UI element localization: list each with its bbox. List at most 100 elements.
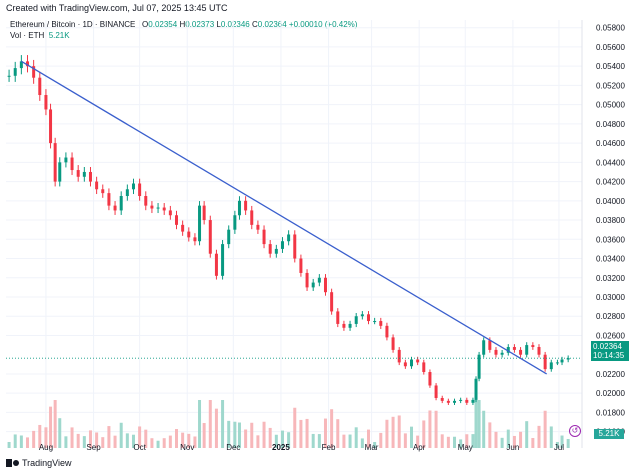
- symbol-name: Ethereum / Bitcoin · 1D · BINANCE: [10, 20, 136, 29]
- candle-body: [187, 231, 191, 238]
- candle-body: [385, 325, 389, 338]
- volume-bar: [482, 410, 486, 448]
- y-tick-label: 0.04000: [596, 197, 625, 206]
- volume-bar: [459, 439, 463, 448]
- volume-bar: [156, 440, 160, 448]
- volume-legend: Vol · ETH 5.21K: [10, 31, 70, 40]
- volume-bar: [208, 400, 212, 448]
- volume-bar: [440, 434, 444, 448]
- volume-bar: [566, 439, 570, 448]
- symbol-legend: Ethereum / Bitcoin · 1D · BINANCE O0.023…: [10, 20, 357, 29]
- candle-body: [125, 189, 129, 197]
- candle-body: [416, 359, 420, 363]
- close-value: 0.02364: [257, 20, 287, 29]
- volume-bar: [373, 442, 377, 448]
- y-tick-label: 0.03400: [596, 255, 625, 264]
- candle-body: [317, 277, 321, 283]
- volume-bar: [323, 418, 327, 448]
- brand-name: TradingView: [22, 458, 72, 468]
- candle-body: [531, 345, 535, 348]
- y-axis[interactable]: 0.05800 0.05600 0.05400 0.05200 0.05000 0.048…: [596, 24, 625, 437]
- candle-body: [354, 316, 358, 324]
- candle-body: [379, 321, 383, 326]
- volume-bar: [299, 419, 303, 448]
- candle-body: [560, 359, 564, 363]
- x-tick-label: Nov: [180, 443, 194, 452]
- trendline-layer[interactable]: [21, 60, 548, 375]
- volume-bar: [477, 400, 481, 448]
- candle-body: [465, 399, 469, 403]
- volume-bar: [512, 435, 516, 448]
- volume-bar: [107, 426, 111, 448]
- volume-bar: [379, 432, 383, 448]
- y-tick-label: 0.03000: [596, 293, 625, 302]
- x-tick-label: Jul: [554, 443, 564, 452]
- candle-body: [95, 181, 99, 190]
- change-value: +0.00010 (+0.42%): [288, 20, 358, 29]
- candle-body: [64, 157, 68, 163]
- volume-bar: [330, 409, 334, 448]
- volume-bar: [144, 429, 148, 448]
- bar-countdown: 10:14:35: [593, 351, 625, 360]
- volume-bar: [560, 435, 564, 448]
- volume-bar: [113, 435, 117, 448]
- candle-body: [26, 61, 30, 67]
- volume-bar: [125, 433, 129, 448]
- volume-bar: [555, 442, 559, 448]
- y-tick-label: 0.04400: [596, 158, 625, 167]
- candle-body: [168, 210, 172, 216]
- footer-brand[interactable]: TradingView: [6, 458, 72, 468]
- volume-bar: [198, 400, 202, 448]
- volume-bar: [193, 436, 197, 448]
- candle-body: [500, 352, 504, 355]
- open-value: 0.02354: [148, 20, 178, 29]
- volume-bar: [543, 410, 547, 448]
- candle-body: [348, 323, 352, 328]
- volume-bar: [385, 419, 389, 448]
- candle-body: [537, 347, 541, 355]
- volume-bar: [397, 415, 401, 448]
- volume-bar: [44, 427, 48, 448]
- volume-bar: [342, 434, 346, 448]
- candle-body: [174, 215, 178, 225]
- y-tick-label: 0.04200: [596, 178, 625, 187]
- x-tick-label: 2025: [272, 443, 290, 452]
- candle-body: [311, 282, 315, 288]
- candle-body: [262, 229, 266, 245]
- volume-bar: [13, 434, 17, 448]
- volume-bar: [336, 419, 340, 448]
- volume-bar: [293, 407, 297, 448]
- candle-body: [342, 323, 346, 328]
- candle-body: [233, 215, 237, 230]
- volume-bar: [181, 432, 185, 448]
- jump-icon[interactable]: ↺: [569, 425, 581, 437]
- x-tick-label: Sep: [86, 443, 101, 452]
- candle-body: [305, 272, 309, 288]
- volume-bar: [434, 410, 438, 448]
- y-tick-label: 0.02200: [596, 370, 625, 379]
- y-tick-label: 0.03600: [596, 235, 625, 244]
- x-axis[interactable]: Aug Sep Oct Nov Dec 2025 Feb Mar Apr May Jun Jul: [39, 443, 564, 452]
- x-tick-label: Apr: [413, 443, 426, 452]
- candle-body: [330, 292, 334, 312]
- candle-body: [512, 347, 516, 350]
- volume-bar: [88, 430, 92, 448]
- volume-bar: [237, 422, 241, 448]
- candle-body: [88, 171, 92, 182]
- candle-body: [268, 244, 272, 254]
- volume-bar: [150, 438, 154, 448]
- candle-body: [107, 193, 111, 206]
- candle-body: [198, 205, 202, 242]
- volume-bar: [49, 406, 53, 448]
- volume-label: Vol · ETH: [10, 31, 45, 40]
- volume-bar: [262, 421, 266, 448]
- y-tick-label: 0.05000: [596, 101, 625, 110]
- volume-bar: [471, 434, 475, 448]
- candle-body: [471, 399, 475, 403]
- volume-bar: [187, 433, 191, 448]
- candle-body: [366, 314, 370, 322]
- candle-body: [336, 311, 340, 324]
- candle-body: [101, 189, 105, 194]
- candle-body: [76, 170, 80, 177]
